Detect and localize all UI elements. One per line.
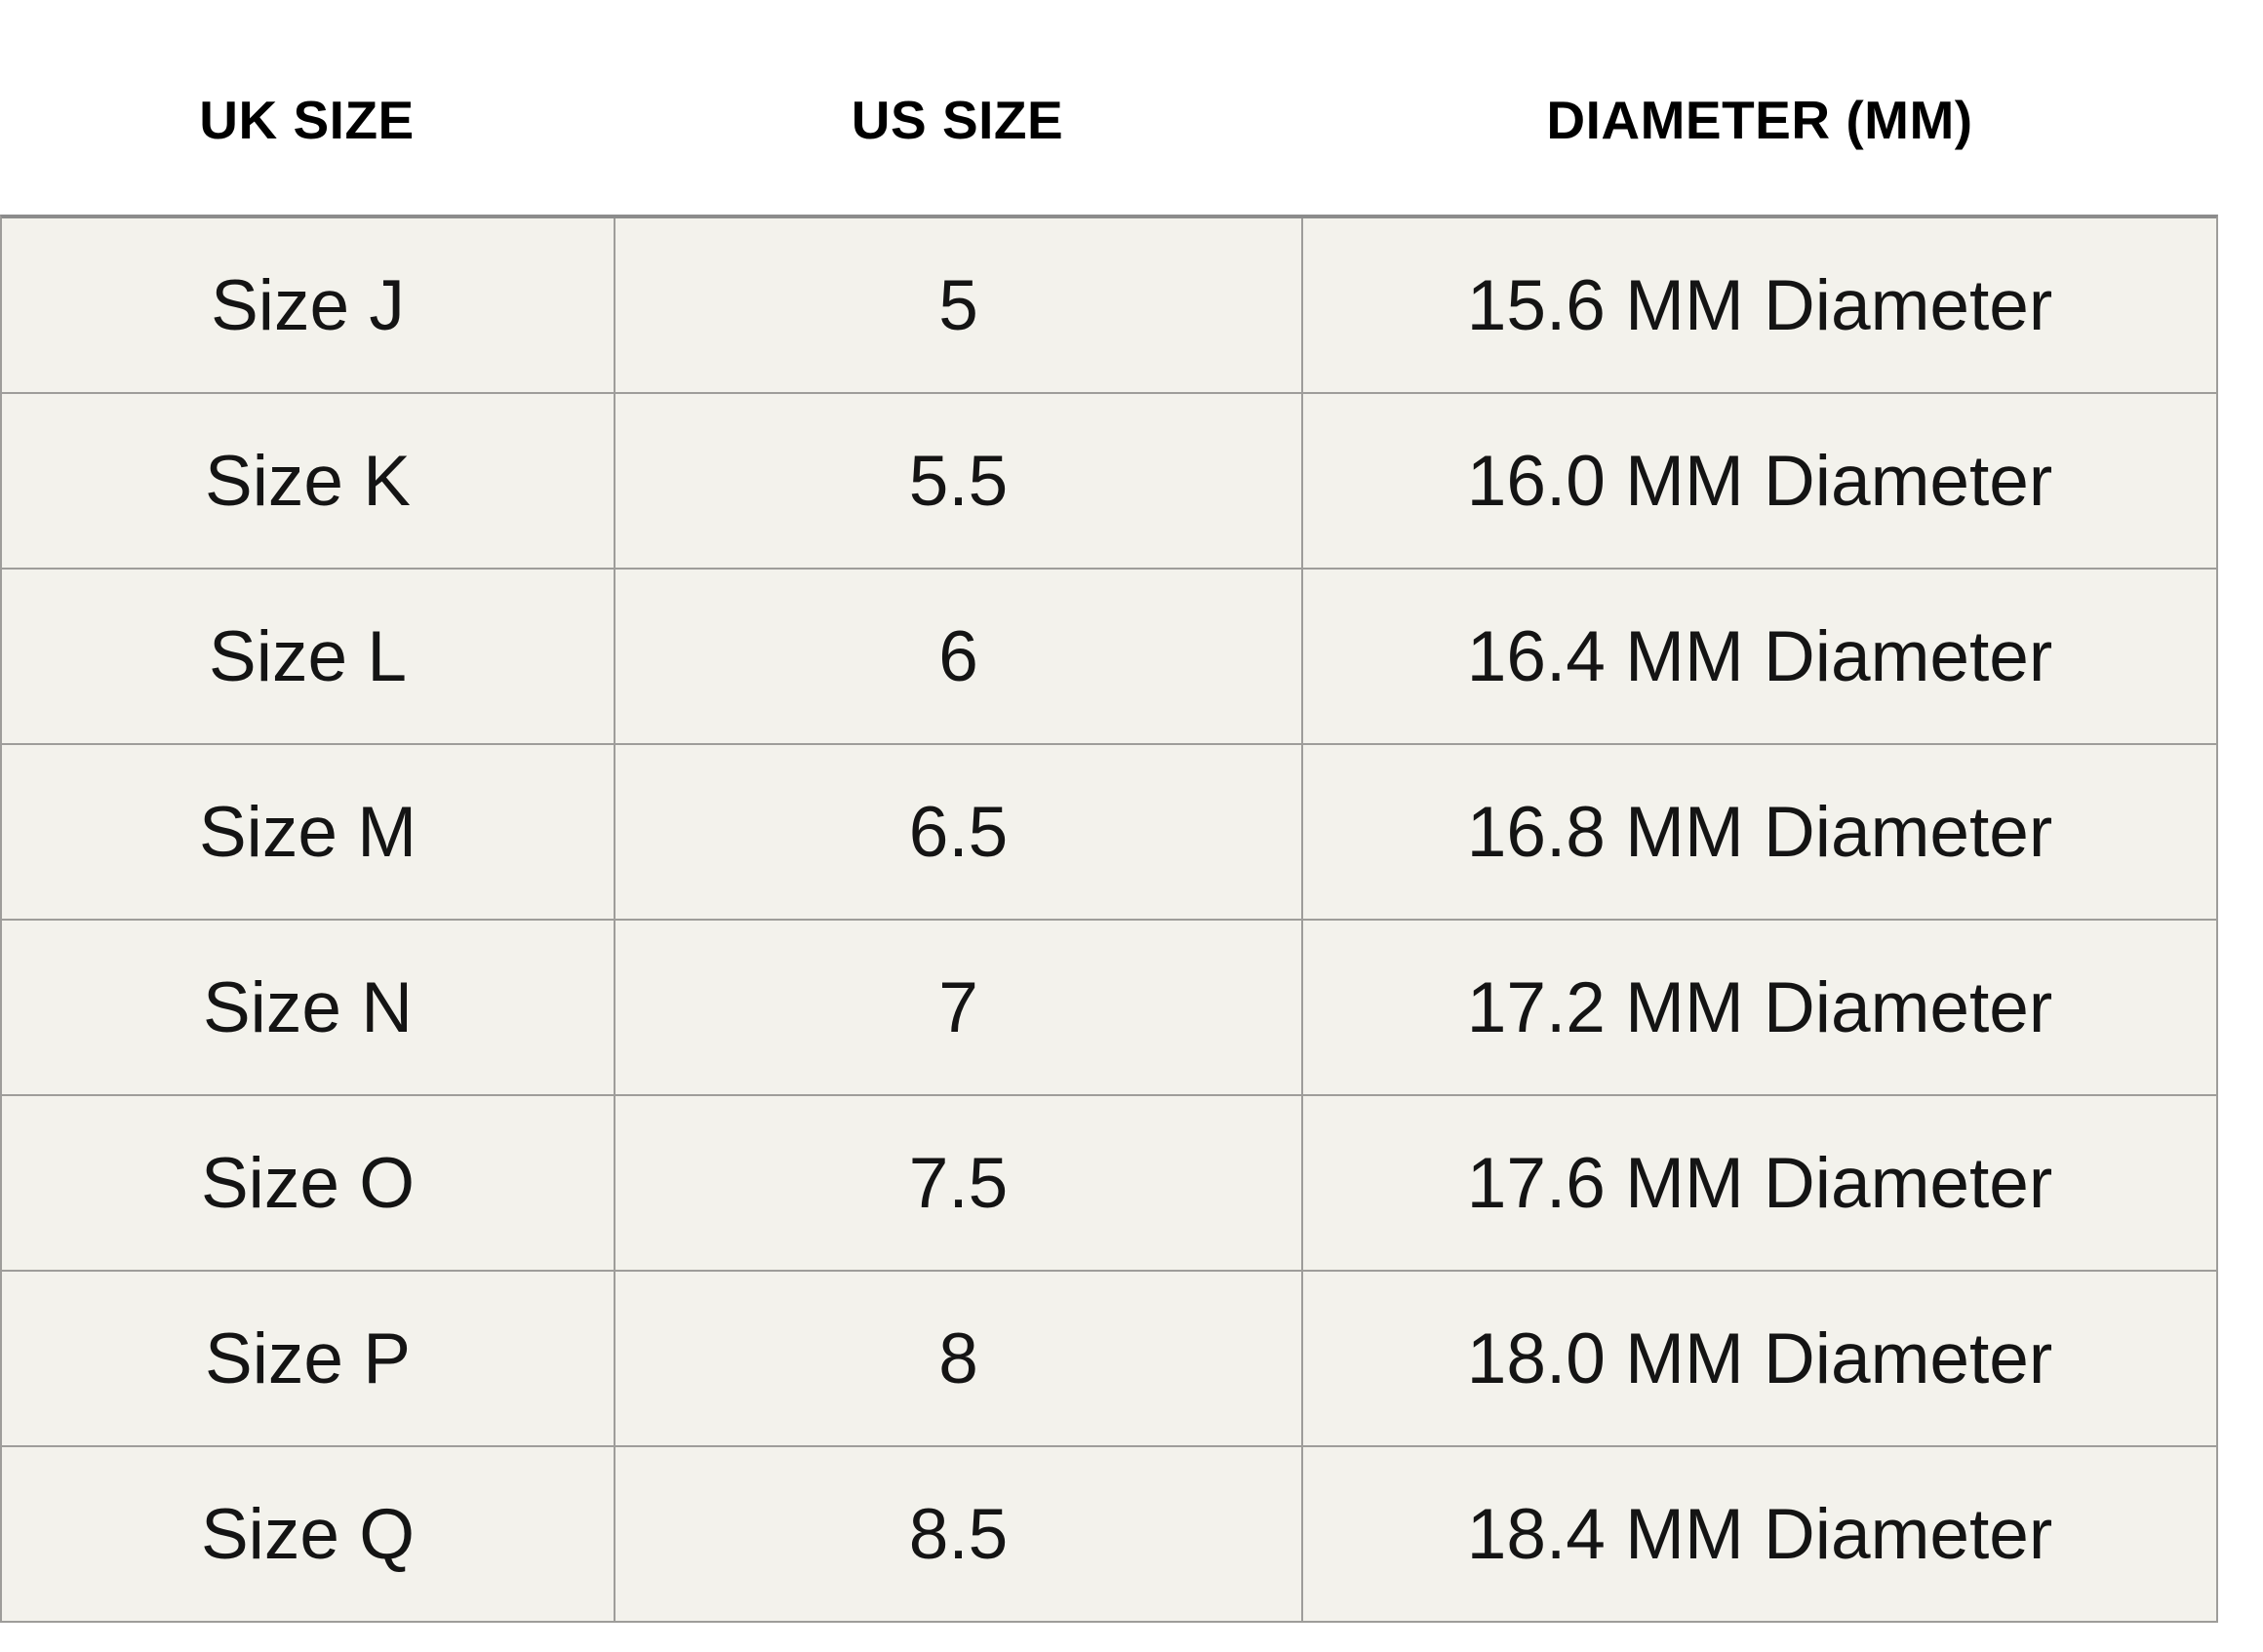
cell-uk-size: Size P xyxy=(2,1272,614,1445)
cell-us-size: 6 xyxy=(615,570,1301,743)
table-header-row: UK SIZE US SIZE DIAMETER (MM) xyxy=(0,0,2218,215)
cell-diameter: 17.2 MM Diameter xyxy=(1303,921,2216,1094)
cell-uk-size: Size N xyxy=(2,921,614,1094)
cell-diameter: 16.4 MM Diameter xyxy=(1303,570,2216,743)
cell-us-size: 8 xyxy=(615,1272,1301,1445)
cell-us-size: 8.5 xyxy=(615,1447,1301,1621)
cell-uk-size: Size O xyxy=(2,1096,614,1270)
cell-us-size: 6.5 xyxy=(615,745,1301,919)
cell-uk-size: Size L xyxy=(2,570,614,743)
cell-uk-size: Size Q xyxy=(2,1447,614,1621)
column-header-uk-size: UK SIZE xyxy=(199,90,415,150)
column-header-us-size: US SIZE xyxy=(851,90,1064,150)
cell-us-size: 5.5 xyxy=(615,394,1301,568)
cell-uk-size: Size J xyxy=(2,218,614,392)
cell-diameter: 16.8 MM Diameter xyxy=(1303,745,2216,919)
cell-diameter: 15.6 MM Diameter xyxy=(1303,218,2216,392)
column-header-diameter: DIAMETER (MM) xyxy=(1546,90,1973,150)
cell-us-size: 7 xyxy=(615,921,1301,1094)
cell-uk-size: Size K xyxy=(2,394,614,568)
cell-diameter: 17.6 MM Diameter xyxy=(1303,1096,2216,1270)
cell-diameter: 18.4 MM Diameter xyxy=(1303,1447,2216,1621)
cell-us-size: 5 xyxy=(615,218,1301,392)
cell-us-size: 7.5 xyxy=(615,1096,1301,1270)
cell-uk-size: Size M xyxy=(2,745,614,919)
size-table: Size J 5 15.6 MM Diameter Size K 5.5 16.… xyxy=(0,215,2218,1623)
cell-diameter: 16.0 MM Diameter xyxy=(1303,394,2216,568)
cell-diameter: 18.0 MM Diameter xyxy=(1303,1272,2216,1445)
